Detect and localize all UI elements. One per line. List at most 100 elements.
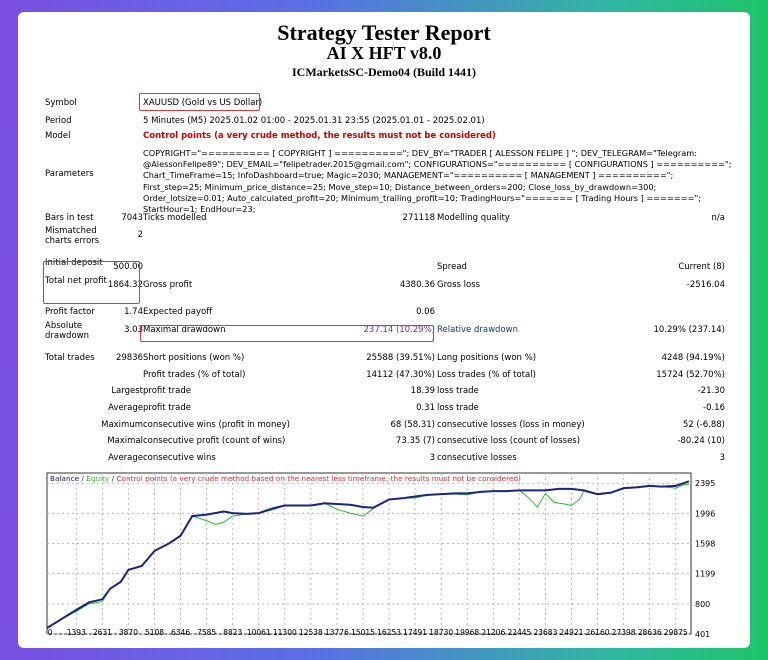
stat-value: 500.00	[113, 262, 143, 272]
stat-label: Bars in test	[45, 213, 94, 223]
stat-label: consecutive wins	[143, 453, 216, 463]
stat-value: 271118	[402, 213, 435, 223]
model-label: Model	[45, 131, 71, 141]
stat-label: profit trade	[143, 386, 191, 396]
stat-value: 3.03	[124, 325, 143, 335]
stat-value: n/a	[711, 213, 725, 223]
x-tick-label: 15015	[351, 628, 375, 637]
stat-label: consecutive wins (profit in money)	[143, 420, 290, 430]
stat-label: consecutive losses	[437, 453, 517, 463]
balance-chart: 2395 1996 1598 1199 800 401 0 1393 2631 3870 5108 6…	[46, 472, 726, 639]
stat-value: Average	[108, 453, 143, 463]
x-tick-label: 28636	[638, 628, 662, 637]
y-tick-label: 1598	[695, 539, 715, 548]
stat-label: consecutive losses (loss in money)	[437, 420, 585, 430]
stat-value: 25588 (39.51%)	[366, 353, 435, 363]
x-tick-label: 24921	[560, 628, 584, 637]
stat-label: Loss trades (% of total)	[437, 370, 536, 380]
legend-control: Control points (a very crude method base…	[116, 474, 521, 483]
stat-value: 18.39	[410, 386, 435, 396]
x-tick-label: 10061	[247, 628, 271, 637]
x-tick-label: 17491	[403, 628, 427, 637]
x-tick-label: 29875	[664, 628, 688, 637]
x-tick-label: 18730	[429, 628, 453, 637]
stat-value: 52 (-6.88)	[682, 420, 725, 430]
ea-name: AI X HFT v8.0	[326, 43, 442, 63]
model-value: Control points (a very crude method, the…	[143, 131, 496, 141]
stat-value: 73.35 (7)	[395, 436, 435, 446]
stat-value: 29836	[115, 353, 143, 363]
stat-value: Largest	[111, 386, 143, 396]
chart-legend: Balance / Equity / Control points (a ver…	[50, 474, 521, 483]
stat-label: Gross profit	[143, 280, 193, 290]
x-tick-label: 27398	[612, 628, 636, 637]
stat-value: 237.14 (10.29%)	[363, 325, 436, 335]
stat-value: 10.29% (237.14)	[653, 325, 726, 335]
stat-label: loss trade	[437, 403, 479, 413]
x-tick-label: 13776	[325, 628, 349, 637]
symbol-label: Symbol	[45, 98, 77, 108]
x-tick-label: 11300	[273, 628, 297, 637]
stat-label: Profit factor	[45, 307, 95, 317]
stat-label: profit trade	[143, 403, 191, 413]
y-tick-label: 1199	[695, 570, 715, 579]
stat-value: Maximal	[107, 436, 143, 446]
max-drawdown-highlight	[140, 325, 434, 342]
stat-value: 4248 (94.19%)	[661, 353, 725, 363]
y-tick-label: 1996	[695, 509, 715, 518]
stat-label: loss trade	[437, 386, 479, 396]
x-tick-label: 5108	[145, 628, 164, 637]
stat-value: 14112 (47.30%)	[366, 370, 435, 380]
balance-line	[46, 480, 690, 629]
x-tick-label: 1393	[67, 628, 86, 637]
stat-value: 1864.32	[107, 280, 143, 290]
x-tick-label: 26160	[586, 628, 610, 637]
chart-svg: 2395 1996 1598 1199 800 401 0 1393 2631 3870 5108 6…	[46, 472, 715, 639]
stat-value: 15724 (52.70%)	[656, 370, 725, 380]
stat-label: Maximal drawdown	[143, 325, 226, 335]
server-name: ICMarketsSC-Demo04 (Build 1441)	[292, 65, 476, 79]
parameters-label: Parameters	[45, 169, 94, 179]
x-tick-label: 3870	[119, 628, 138, 637]
legend-balance: Balance	[50, 474, 80, 483]
x-tick-label: 6346	[171, 628, 190, 637]
stat-value: -0.16	[703, 403, 725, 413]
stat-label: Gross loss	[437, 280, 481, 290]
parameters-value: COPYRIGHT="========== [ COPYRIGHT ] ====…	[143, 148, 732, 215]
stat-label: Spread	[437, 262, 467, 272]
period-value: 5 Minutes (M5) 2025.01.02 01:00 - 2025.0…	[143, 116, 485, 126]
report-card: Strategy Tester Report AI X HFT v8.0 ICM…	[18, 12, 750, 648]
legend-equity: Equity	[86, 474, 110, 483]
stat-value: 0.31	[416, 403, 435, 413]
symbol-highlight	[139, 93, 260, 111]
stat-value: Current (8)	[678, 262, 725, 272]
stat-label: Initial deposit	[45, 258, 103, 268]
stat-value: 4380.36	[399, 280, 435, 290]
plot-area	[46, 472, 692, 635]
legend-sep2: /	[109, 474, 116, 483]
y-tick-label: 401	[695, 630, 710, 637]
stat-label: Modelling quality	[437, 213, 510, 223]
x-tick-label: 2631	[93, 628, 112, 637]
symbol-value: XAUUSD (Gold vs US Dollar)	[143, 98, 263, 108]
stat-label: Total trades	[45, 353, 95, 363]
x-tick-label: 21206	[481, 628, 505, 637]
stat-value: -2516.04	[686, 280, 725, 290]
stat-label: Relative drawdown	[437, 325, 518, 335]
x-tick-label: 0	[48, 628, 53, 637]
stat-label: Short positions (won %)	[143, 353, 245, 363]
stat-value: -21.30	[697, 386, 725, 396]
x-tick-label: 19968	[455, 628, 479, 637]
stat-value: 7043	[121, 213, 143, 223]
stat-value: 3	[719, 453, 725, 463]
deposit-profit-highlight	[43, 261, 140, 304]
stat-label: Profit trades (% of total)	[143, 370, 246, 380]
stat-label: Long positions (won %)	[437, 353, 537, 363]
stat-value: -80.24 (10)	[677, 436, 725, 446]
stat-value: 68 (58.31)	[390, 420, 435, 430]
stat-value: Average	[108, 403, 143, 413]
stat-label: consecutive profit (count of wins)	[143, 436, 286, 446]
x-tick-label: 8823	[223, 628, 242, 637]
report-title: Strategy Tester Report	[277, 20, 491, 45]
stat-label: Expected payoff	[143, 307, 213, 317]
